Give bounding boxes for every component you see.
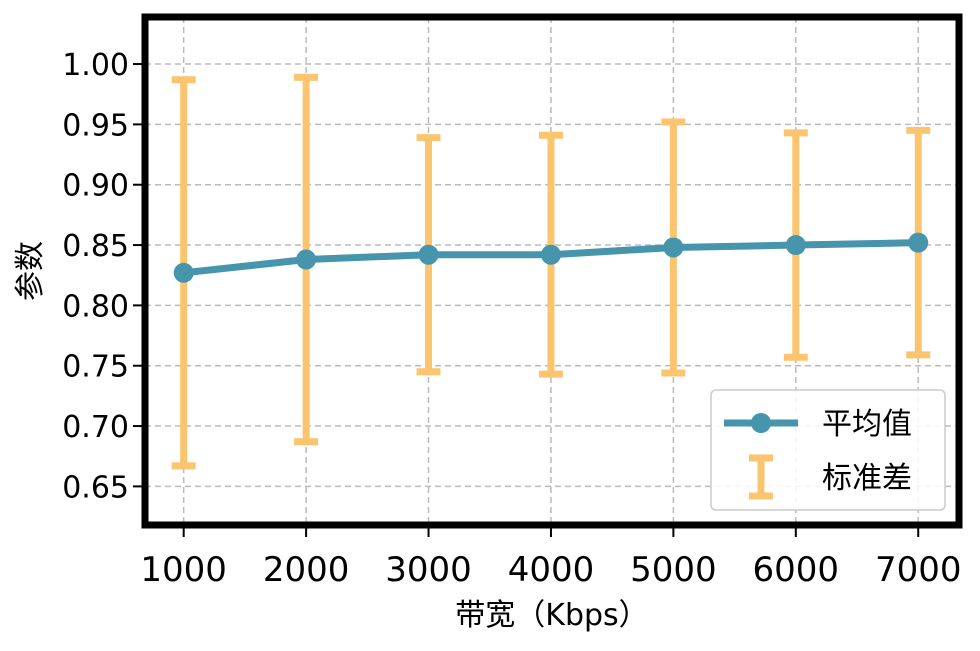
y-tick-label: 0.95 (62, 108, 129, 143)
x-tick-label: 1000 (140, 550, 227, 590)
legend: 平均值 标准差 (710, 389, 946, 511)
y-tick-label: 0.75 (62, 350, 129, 385)
legend-std-marker (749, 454, 773, 500)
x-ticks: 1000 2000 3000 4000 5000 6000 7000 (140, 528, 961, 590)
y-tick-label: 0.90 (62, 169, 129, 204)
x-tick-label: 6000 (753, 550, 840, 590)
mean-point (418, 244, 439, 265)
y-tick-label: 0.70 (62, 410, 129, 445)
legend-mean-label: 平均值 (822, 407, 912, 442)
x-tick-label: 5000 (630, 550, 717, 590)
legend-mean-marker (751, 413, 771, 433)
y-tick-label: 0.85 (62, 229, 129, 264)
x-tick-label: 3000 (385, 550, 472, 590)
mean-point (173, 262, 194, 283)
y-tick-label: 1.00 (62, 48, 129, 83)
mean-series (173, 232, 929, 283)
x-tick-label: 7000 (875, 550, 962, 590)
plot-frame (141, 13, 963, 529)
legend-std-label: 标准差 (822, 461, 912, 496)
mean-point (540, 244, 561, 265)
y-tick-label: 0.80 (62, 289, 129, 324)
y-axis-label: 参数 (13, 241, 48, 301)
x-tick-label: 2000 (263, 550, 350, 590)
mean-point (908, 232, 929, 253)
y-ticks: 0.65 0.70 0.75 0.80 0.85 0.90 0.95 1.00 (62, 48, 142, 505)
mean-point (296, 249, 317, 270)
mean-point (663, 237, 684, 258)
x-axis-label: 带宽（Kbps） (455, 598, 648, 633)
y-tick-label: 0.65 (62, 470, 129, 505)
x-tick-label: 4000 (508, 550, 595, 590)
mean-point (785, 235, 806, 256)
